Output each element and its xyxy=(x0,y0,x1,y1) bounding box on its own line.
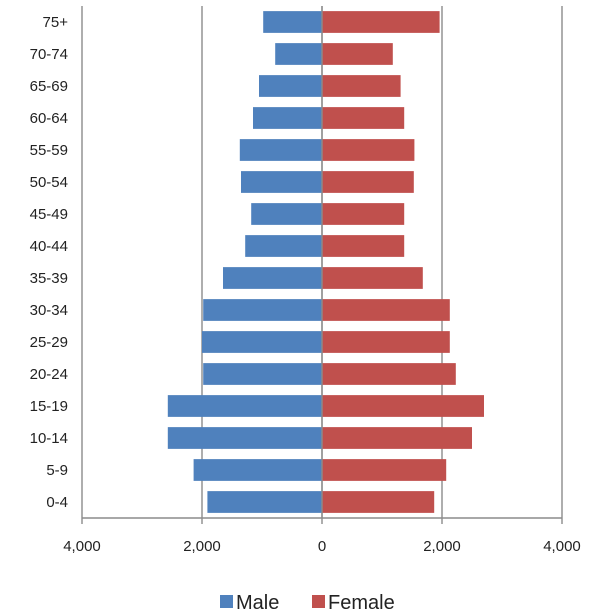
legend-label-female: Female xyxy=(328,592,395,614)
bar-female-0-4 xyxy=(322,491,435,513)
x-tick-label: 0 xyxy=(318,538,326,555)
bar-male-20-24 xyxy=(203,363,322,385)
y-tick-label: 50-54 xyxy=(30,174,68,191)
bar-male-35-39 xyxy=(223,267,322,289)
bar-male-5-9 xyxy=(193,459,322,481)
legend-label-male: Male xyxy=(236,592,279,614)
y-tick-label: 40-44 xyxy=(30,238,68,255)
bar-female-25-29 xyxy=(322,331,450,353)
bar-female-15-19 xyxy=(322,395,484,417)
y-axis-labels: 75+ 70-74 65-69 60-64 55-59 50-54 45-49 40-44 35… xyxy=(30,14,69,511)
male-bars xyxy=(167,11,322,513)
bar-female-75+ xyxy=(322,11,440,33)
bar-female-20-24 xyxy=(322,363,456,385)
x-tick-label: 2,000 xyxy=(423,538,461,555)
bar-female-35-39 xyxy=(322,267,423,289)
bar-male-30-34 xyxy=(203,299,322,321)
bar-female-65-69 xyxy=(322,75,401,97)
y-tick-label: 70-74 xyxy=(30,46,68,63)
y-tick-label: 15-19 xyxy=(30,398,68,415)
y-tick-label: 65-69 xyxy=(30,78,68,95)
x-tick-label: 4,000 xyxy=(63,538,101,555)
bar-male-50-54 xyxy=(241,171,322,193)
x-tick-label: 2,000 xyxy=(183,538,221,555)
y-tick-label: 45-49 xyxy=(30,206,68,223)
bar-male-15-19 xyxy=(167,395,322,417)
bar-female-50-54 xyxy=(322,171,414,193)
bar-female-40-44 xyxy=(322,235,405,257)
bar-female-70-74 xyxy=(322,43,393,65)
bar-male-45-49 xyxy=(251,203,322,225)
female-bars xyxy=(322,11,484,513)
y-tick-label: 0-4 xyxy=(46,494,68,511)
legend-swatch-female xyxy=(312,595,325,608)
y-tick-label: 35-39 xyxy=(30,270,68,287)
y-tick-label: 10-14 xyxy=(30,430,68,447)
y-tick-label: 30-34 xyxy=(30,302,68,319)
bar-female-45-49 xyxy=(322,203,405,225)
y-tick-label: 55-59 xyxy=(30,142,68,159)
bar-male-60-64 xyxy=(253,107,322,129)
bar-male-75+ xyxy=(263,11,322,33)
y-tick-label: 5-9 xyxy=(46,462,68,479)
y-tick-label: 60-64 xyxy=(30,110,68,127)
bar-female-30-34 xyxy=(322,299,450,321)
y-tick-label: 20-24 xyxy=(30,366,68,383)
bar-male-25-29 xyxy=(202,331,322,353)
bar-female-55-59 xyxy=(322,139,415,161)
bar-male-10-14 xyxy=(167,427,322,449)
bar-male-40-44 xyxy=(245,235,322,257)
bar-male-0-4 xyxy=(207,491,322,513)
y-tick-label: 75+ xyxy=(43,14,69,31)
bar-female-60-64 xyxy=(322,107,405,129)
bar-male-65-69 xyxy=(259,75,322,97)
y-tick-label: 25-29 xyxy=(30,334,68,351)
bar-female-5-9 xyxy=(322,459,447,481)
bar-male-55-59 xyxy=(239,139,322,161)
bar-female-10-14 xyxy=(322,427,472,449)
x-axis-labels: 4,000 2,000 0 2,000 4,000 xyxy=(63,538,581,555)
x-tick-label: 4,000 xyxy=(543,538,581,555)
bar-male-70-74 xyxy=(275,43,322,65)
x-axis xyxy=(81,6,563,524)
legend: Male Female xyxy=(220,592,395,614)
legend-swatch-male xyxy=(220,595,233,608)
